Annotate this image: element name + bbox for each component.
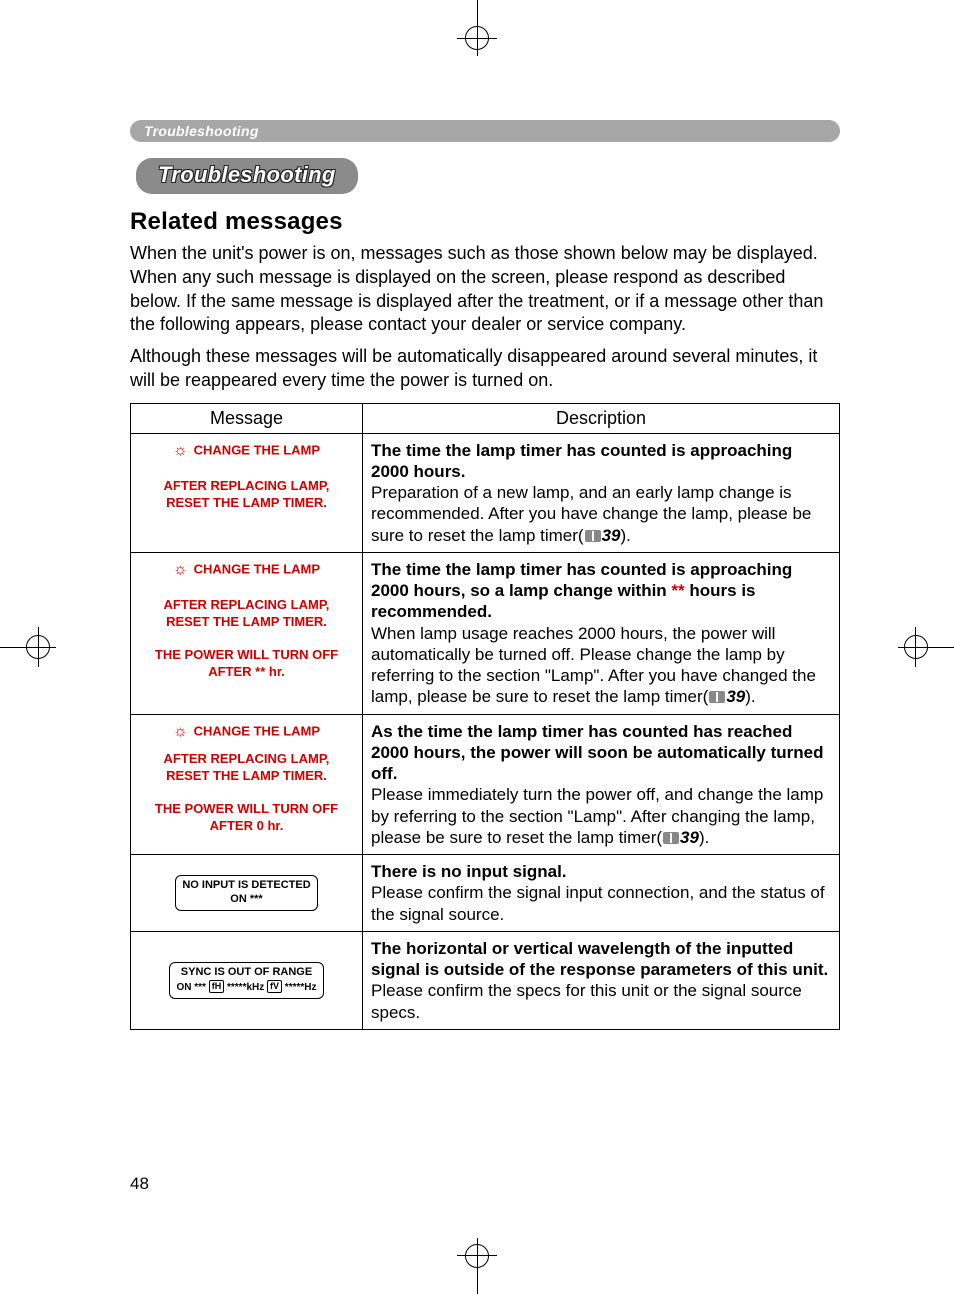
col-header-description: Description xyxy=(363,403,840,433)
book-icon xyxy=(585,530,601,542)
breadcrumb-text: Troubleshooting xyxy=(144,123,259,139)
table-row: NO INPUT IS DETECTED ON *** There is no … xyxy=(131,855,840,932)
msg-line: CHANGE THE LAMP xyxy=(194,442,320,457)
msg-line: AFTER REPLACING LAMP, xyxy=(139,597,354,612)
page-ref: 39 xyxy=(602,526,621,545)
section-pill: Troubleshooting xyxy=(136,158,358,194)
msg-line: RESET THE LAMP TIMER. xyxy=(139,614,354,629)
msg-line: AFTER REPLACING LAMP, xyxy=(139,478,354,493)
section-pill-text: Troubleshooting xyxy=(158,162,336,187)
msg-line: AFTER REPLACING LAMP, xyxy=(139,751,354,766)
desc-red: ** xyxy=(671,581,684,600)
osd-line: ON *** xyxy=(230,893,262,905)
msg-line: CHANGE THE LAMP xyxy=(194,723,320,738)
page-ref: 39 xyxy=(726,687,745,706)
page-ref: 39 xyxy=(680,828,699,847)
kbd-fv: fV xyxy=(267,980,282,993)
book-icon xyxy=(663,832,679,844)
msg-line: CHANGE THE LAMP xyxy=(194,561,320,576)
description-cell: The horizontal or vertical wavelength of… xyxy=(363,931,840,1029)
message-cell: ☼ CHANGE THE LAMP AFTER REPLACING LAMP, R… xyxy=(131,433,363,552)
desc-text: Please confirm the signal input connecti… xyxy=(371,883,825,923)
osd-box: SYNC IS OUT OF RANGE ON *** fH *****kHz … xyxy=(169,962,323,999)
breadcrumb-bar: Troubleshooting xyxy=(130,120,840,142)
msg-line: AFTER 0 hr. xyxy=(139,818,354,833)
crop-mark-bottom xyxy=(0,1234,954,1294)
osd-line: ON *** fH *****kHz fV *****Hz xyxy=(176,982,316,993)
msg-line: RESET THE LAMP TIMER. xyxy=(139,768,354,783)
desc-bold: As the time the lamp timer has counted h… xyxy=(371,722,823,784)
intro-paragraph-1: When the unit's power is on, messages su… xyxy=(130,242,840,337)
description-cell: The time the lamp timer has counted is a… xyxy=(363,552,840,714)
table-row: ☼ CHANGE THE LAMP AFTER REPLACING LAMP, R… xyxy=(131,552,840,714)
msg-line: THE POWER WILL TURN OFF xyxy=(139,801,354,816)
message-cell: ☼ CHANGE THE LAMP AFTER REPLACING LAMP, R… xyxy=(131,714,363,855)
description-cell: There is no input signal. Please confirm… xyxy=(363,855,840,932)
desc-text: ). xyxy=(745,687,755,706)
desc-text: Please immediately turn the power off, a… xyxy=(371,785,823,847)
page-number: 48 xyxy=(130,1174,149,1194)
kbd-fh: fH xyxy=(209,980,225,993)
osd-line: NO INPUT IS DETECTED xyxy=(182,879,310,891)
description-cell: The time the lamp timer has counted is a… xyxy=(363,433,840,552)
desc-text: Please confirm the specs for this unit o… xyxy=(371,981,802,1021)
crop-mark-top xyxy=(0,0,954,60)
msg-line: THE POWER WILL TURN OFF xyxy=(139,647,354,662)
desc-bold: The horizontal or vertical wavelength of… xyxy=(371,939,828,979)
message-cell: ☼ CHANGE THE LAMP AFTER REPLACING LAMP, R… xyxy=(131,552,363,714)
desc-bold: There is no input signal. xyxy=(371,862,567,881)
sun-icon: ☼ xyxy=(173,442,188,460)
crop-mark-right xyxy=(894,0,954,1294)
crop-mark-left xyxy=(0,0,60,1294)
sun-icon: ☼ xyxy=(173,723,188,741)
description-cell: As the time the lamp timer has counted h… xyxy=(363,714,840,855)
messages-table: Message Description ☼ CHANGE THE LAMP AFT… xyxy=(130,403,840,1030)
intro-paragraph-2: Although these messages will be automati… xyxy=(130,345,840,393)
col-header-message: Message xyxy=(131,403,363,433)
table-row: ☼ CHANGE THE LAMP AFTER REPLACING LAMP, R… xyxy=(131,433,840,552)
msg-line: RESET THE LAMP TIMER. xyxy=(139,495,354,510)
sun-icon: ☼ xyxy=(173,561,188,579)
message-cell: NO INPUT IS DETECTED ON *** xyxy=(131,855,363,932)
desc-bold: The time the lamp timer has counted is a… xyxy=(371,441,792,481)
book-icon xyxy=(709,691,725,703)
section-heading: Related messages xyxy=(130,208,840,236)
osd-line: SYNC IS OUT OF RANGE xyxy=(181,966,312,978)
desc-text: ). xyxy=(699,828,709,847)
table-row: ☼ CHANGE THE LAMP AFTER REPLACING LAMP, R… xyxy=(131,714,840,855)
page-content: Troubleshooting Troubleshooting Related … xyxy=(130,120,840,1030)
desc-text: ). xyxy=(621,526,631,545)
msg-line: AFTER ** hr. xyxy=(139,664,354,679)
message-cell: SYNC IS OUT OF RANGE ON *** fH *****kHz … xyxy=(131,931,363,1029)
osd-box: NO INPUT IS DETECTED ON *** xyxy=(175,875,317,911)
table-row: SYNC IS OUT OF RANGE ON *** fH *****kHz … xyxy=(131,931,840,1029)
